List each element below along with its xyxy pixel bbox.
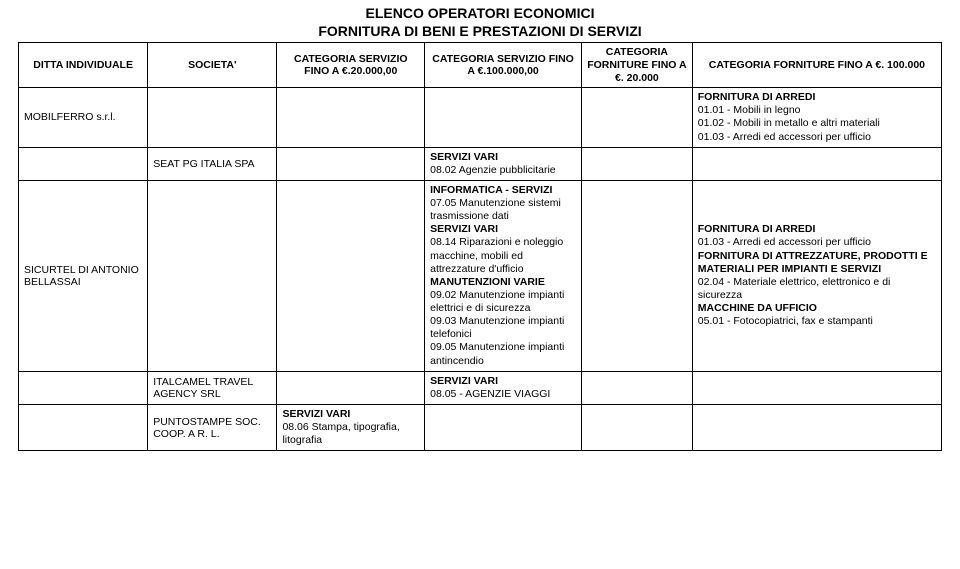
cell-serv100: INFORMATICA - SERVIZI 07.05 Manutenzione…	[425, 180, 582, 371]
line: 09.02 Manutenzione impianti elettrici e …	[430, 289, 564, 314]
cell-societa	[148, 180, 277, 371]
cell-serv20	[277, 147, 425, 180]
heading: MANUTENZIONI VARIE	[430, 276, 545, 288]
cell-serv100: SERVIZI VARI 08.02 Agenzie pubblicitarie	[425, 147, 582, 180]
heading: SERVIZI VARI	[282, 408, 350, 420]
cell-societa: PUNTOSTAMPE SOC. COOP. A R. L.	[148, 404, 277, 450]
line: 01.03 - Arredi ed accessori per ufficio	[698, 131, 871, 143]
cell-serv20	[277, 180, 425, 371]
operators-table: DITTA INDIVIDUALE SOCIETA' CATEGORIA SER…	[18, 42, 942, 451]
title-line-1: ELENCO OPERATORI ECONOMICI	[18, 4, 942, 22]
cell-societa: SEAT PG ITALIA SPA	[148, 147, 277, 180]
line: 01.03 - Arredi ed accessori per ufficio	[698, 236, 871, 248]
line: 08.05 - AGENZIE VIAGGI	[430, 388, 550, 400]
table-header-row: DITTA INDIVIDUALE SOCIETA' CATEGORIA SER…	[19, 43, 942, 88]
cell-societa	[148, 88, 277, 148]
line: 09.03 Manutenzione impianti telefonici	[430, 315, 564, 340]
table-row: SICURTEL DI ANTONIO BELLASSAI INFORMATIC…	[19, 180, 942, 371]
cell-serv20	[277, 371, 425, 404]
heading: FORNITURA DI ARREDI	[698, 223, 816, 235]
cell-forn20	[582, 88, 693, 148]
heading: INFORMATICA - SERVIZI	[430, 184, 552, 196]
heading: FORNITURA DI ARREDI	[698, 91, 816, 103]
page-title: ELENCO OPERATORI ECONOMICI FORNITURA DI …	[18, 4, 942, 40]
line: 01.01 - Mobili in legno	[698, 104, 801, 116]
cell-forn20	[582, 404, 693, 450]
title-line-2: FORNITURA DI BENI E PRESTAZIONI DI SERVI…	[18, 22, 942, 40]
heading: FORNITURA DI ATTREZZATURE, PRODOTTI E MA…	[698, 250, 928, 275]
line: 01.02 - Mobili in metallo e altri materi…	[698, 117, 880, 129]
cell-serv100	[425, 88, 582, 148]
cell-serv20: SERVIZI VARI 08.06 Stampa, tipografia, l…	[277, 404, 425, 450]
table-row: ITALCAMEL TRAVEL AGENCY SRL SERVIZI VARI…	[19, 371, 942, 404]
line: 08.14 Riparazioni e noleggio macchine, m…	[430, 236, 563, 274]
cell-ditta	[19, 147, 148, 180]
table-row: SEAT PG ITALIA SPA SERVIZI VARI 08.02 Ag…	[19, 147, 942, 180]
table-row: PUNTOSTAMPE SOC. COOP. A R. L. SERVIZI V…	[19, 404, 942, 450]
heading: MACCHINE DA UFFICIO	[698, 302, 817, 314]
cell-ditta: MOBILFERRO s.r.l.	[19, 88, 148, 148]
cell-societa: ITALCAMEL TRAVEL AGENCY SRL	[148, 371, 277, 404]
cell-ditta	[19, 371, 148, 404]
line: 08.02 Agenzie pubblicitarie	[430, 164, 556, 176]
cell-forn20	[582, 147, 693, 180]
line: 05.01 - Fotocopiatrici, fax e stampanti	[698, 315, 873, 327]
line: 07.05 Manutenzione sistemi trasmissione …	[430, 197, 561, 222]
col-ditta: DITTA INDIVIDUALE	[19, 43, 148, 88]
col-societa: SOCIETA'	[148, 43, 277, 88]
line: 09.05 Manutenzione impianti antincendio	[430, 341, 564, 366]
col-forniture-100k: CATEGORIA FORNITURE FINO A €. 100.000	[692, 43, 941, 88]
line: 02.04 - Materiale elettrico, elettronico…	[698, 276, 891, 301]
line: 08.06 Stampa, tipografia, litografia	[282, 421, 399, 446]
cell-serv20	[277, 88, 425, 148]
cell-forn100	[692, 404, 941, 450]
cell-ditta: SICURTEL DI ANTONIO BELLASSAI	[19, 180, 148, 371]
cell-forn100	[692, 371, 941, 404]
cell-forn20	[582, 180, 693, 371]
cell-serv100: SERVIZI VARI 08.05 - AGENZIE VIAGGI	[425, 371, 582, 404]
heading: SERVIZI VARI	[430, 151, 498, 163]
col-forniture-20k: CATEGORIA FORNITURE FINO A €. 20.000	[582, 43, 693, 88]
cell-forn100: FORNITURA DI ARREDI 01.01 - Mobili in le…	[692, 88, 941, 148]
col-servizio-100k: CATEGORIA SERVIZIO FINO A €.100.000,00	[425, 43, 582, 88]
col-servizio-20k: CATEGORIA SERVIZIO FINO A €.20.000,00	[277, 43, 425, 88]
cell-forn100: FORNITURA DI ARREDI 01.03 - Arredi ed ac…	[692, 180, 941, 371]
cell-forn20	[582, 371, 693, 404]
cell-serv100	[425, 404, 582, 450]
cell-ditta	[19, 404, 148, 450]
table-row: MOBILFERRO s.r.l. FORNITURA DI ARREDI 01…	[19, 88, 942, 148]
heading: SERVIZI VARI	[430, 223, 498, 235]
heading: SERVIZI VARI	[430, 375, 498, 387]
cell-forn100	[692, 147, 941, 180]
